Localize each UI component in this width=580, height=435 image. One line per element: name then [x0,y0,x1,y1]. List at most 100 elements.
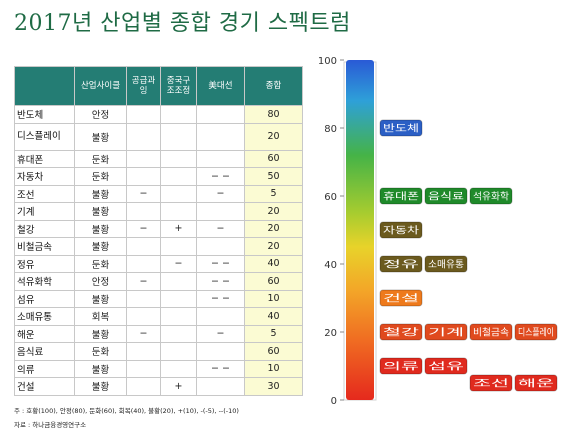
industry-marker-label: 음식료 [428,192,464,203]
total-score: 20 [244,237,303,256]
table-row: 건설 불황 +30 [14,377,303,396]
china-restructuring: + [160,219,197,238]
us-election: − − [196,254,245,273]
us-election: − [196,219,245,238]
china-restructuring [160,122,197,151]
china-restructuring: − [160,254,197,273]
china-restructuring [160,237,197,256]
us-election [196,105,245,124]
table-row: 의류 불황 − −10 [14,359,303,378]
supply-glut: − [126,324,161,343]
industry-marker [469,187,513,205]
total-score: 50 [244,167,303,186]
y-axis: 0 20 40 60 80 100 [318,56,344,407]
us-election: − − [196,167,245,186]
col-header-industry [14,66,75,106]
industry-marker-label: 비철금속 [473,328,509,339]
table-row: 비철금속 불황 20 [14,237,303,256]
us-election: − [196,184,245,203]
industry-marker-label: 정유 [383,260,420,271]
industry-name: 소매유통 [14,307,75,326]
us-election: − − [196,272,245,291]
total-score: 5 [244,324,303,343]
col-header-us-election: 美대선 [196,66,245,106]
industry-marker [424,357,468,375]
industry-marker [379,255,423,273]
table-row: 섬유 불황 − −10 [14,289,303,308]
col-header-total: 종합 [244,66,303,106]
table-row: 음식료 둔화 60 [14,342,303,361]
industry-marker-label: 석유화학 [473,192,509,203]
table-row: 해운 불황 − −5 [14,324,303,343]
industry-marker [379,357,423,375]
supply-glut [126,105,161,124]
page-title: 2017년 산업별 종합 경기 스펙트럼 [14,11,351,36]
industry-cycle: 안정 [74,272,127,291]
industry-marker-label: 의류 [383,362,420,373]
table-row: 조선 불황 − −5 [14,184,303,203]
table-row: 정유 둔화 − − −40 [14,254,303,273]
china-restructuring [160,342,197,361]
industry-name: 석유화학 [14,272,75,291]
industry-name: 디스플레이 [14,122,75,151]
industry-marker [424,255,468,273]
supply-glut [126,122,161,151]
industry-cycle: 둔화 [74,149,127,168]
industry-marker-label: 반도체 [383,124,419,135]
industry-name: 정유 [14,254,75,273]
industry-cycle: 둔화 [74,167,127,186]
y-tick-label: 20 [324,328,337,339]
industry-name: 건설 [14,377,75,396]
industry-cycle: 안정 [74,105,127,124]
industry-name: 자동차 [14,167,75,186]
us-election [196,307,245,326]
col-header-china: 중국구조조정 [160,66,197,106]
industry-marker-label: 디스플레이 [518,328,554,339]
china-restructuring [160,307,197,326]
col-header-cycle: 산업사이클 [74,66,127,106]
china-restructuring [160,184,197,203]
table-body: 반도체 안정 80 디스플레이 불황 20 휴대폰 둔화 60 자동차 둔화 − −50 조선 불황 − −5… [14,105,303,396]
supply-glut [126,342,161,361]
table-row: 기계 불황 20 [14,202,303,221]
total-score: 20 [244,202,303,221]
footnote: 주 : 호황(100), 안정(80), 둔화(60), 회복(40), 불황(… [14,407,239,415]
china-restructuring [160,167,197,186]
industry-cycle: 불황 [74,237,127,256]
total-score: 10 [244,359,303,378]
spectrum-bar [346,60,374,400]
industry-marker-label: 해운 [518,378,555,390]
industry-marker [469,323,513,341]
china-restructuring [160,289,197,308]
y-tick-label: 0 [331,396,337,407]
industry-marker [379,119,423,137]
industry-cycle: 불황 [74,289,127,308]
us-election: − [196,324,245,343]
table-row: 소매유통 회복 40 [14,307,303,326]
col-header-supply: 공급과잉 [126,66,161,106]
source-note: 자료 : 하나금융경영연구소 [14,421,87,429]
industry-marker [424,187,468,205]
table-row: 휴대폰 둔화 60 [14,149,303,168]
y-tick-label: 40 [324,260,337,271]
industry-marker [469,374,513,392]
supply-glut [126,377,161,396]
china-restructuring [160,272,197,291]
industry-name: 해운 [14,324,75,343]
industry-cycle: 불황 [74,122,127,151]
table-row: 자동차 둔화 − −50 [14,167,303,186]
industry-marker-label: 철강 [383,328,420,339]
china-restructuring [160,105,197,124]
industry-name: 기계 [14,202,75,221]
industry-marker-label: 휴대폰 [383,192,419,203]
industry-marker-label: 자동차 [383,225,419,237]
us-election: − − [196,289,245,308]
us-election [196,122,245,151]
industry-marker [514,323,558,341]
supply-glut [126,237,161,256]
industry-marker [424,323,468,341]
table-header-row: 산업사이클 공급과잉 중국구조조정 美대선 종합 [14,66,303,106]
china-restructuring [160,149,197,168]
us-election [196,237,245,256]
